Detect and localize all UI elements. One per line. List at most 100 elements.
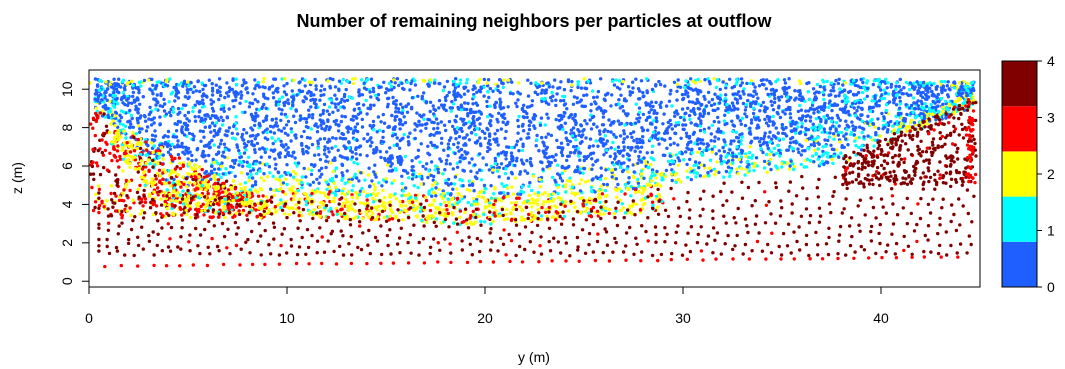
scatter-point bbox=[589, 185, 593, 190]
scatter-point bbox=[311, 180, 316, 184]
scatter-point bbox=[214, 83, 218, 87]
scatter-point bbox=[816, 157, 820, 161]
scatter-point bbox=[798, 103, 802, 108]
scatter-point bbox=[845, 127, 849, 132]
scatter-point bbox=[689, 148, 694, 152]
scatter-point bbox=[785, 91, 789, 95]
scatter-point bbox=[199, 139, 203, 143]
scatter-point bbox=[284, 148, 288, 152]
scatter-point bbox=[683, 123, 688, 127]
scatter-point bbox=[286, 133, 290, 137]
scatter-point bbox=[437, 187, 441, 192]
scatter-point bbox=[793, 89, 797, 93]
scatter-point bbox=[932, 81, 936, 86]
scatter-point bbox=[531, 174, 536, 178]
scatter-point bbox=[369, 136, 373, 140]
scatter-point bbox=[736, 115, 740, 119]
scatter-point bbox=[952, 80, 957, 84]
scatter-point bbox=[812, 160, 816, 164]
scatter-point bbox=[318, 175, 322, 179]
scatter-point bbox=[215, 90, 220, 95]
scatter-point bbox=[779, 95, 784, 99]
scatter-point bbox=[114, 173, 118, 177]
scatter-point bbox=[433, 168, 437, 172]
scatter-point bbox=[730, 101, 735, 105]
scatter-point bbox=[832, 82, 836, 87]
scatter-point bbox=[363, 178, 367, 182]
scatter-point bbox=[631, 80, 635, 84]
scatter-point bbox=[257, 108, 261, 112]
scatter-point bbox=[253, 150, 257, 155]
scatter-point bbox=[424, 100, 429, 104]
scatter-point bbox=[569, 88, 573, 93]
scatter-point bbox=[466, 114, 470, 118]
scatter-point bbox=[654, 100, 658, 105]
scatter-point bbox=[880, 96, 884, 101]
scatter-point bbox=[93, 200, 98, 204]
scatter-point bbox=[703, 78, 707, 82]
scatter-point bbox=[334, 122, 338, 126]
scatter-point bbox=[907, 124, 911, 129]
scatter-point bbox=[569, 128, 574, 132]
scatter-point bbox=[659, 105, 663, 110]
scatter-point bbox=[650, 87, 655, 92]
scatter-point bbox=[123, 102, 127, 107]
scatter-point bbox=[277, 102, 281, 107]
scatter-point bbox=[796, 109, 801, 114]
scatter-point bbox=[813, 137, 817, 141]
scatter-point bbox=[320, 84, 324, 88]
scatter-point bbox=[739, 142, 743, 146]
scatter-point bbox=[456, 145, 460, 149]
scatter-point bbox=[212, 134, 216, 138]
scatter-point bbox=[428, 109, 432, 114]
scatter-point bbox=[403, 121, 408, 125]
scatter-point bbox=[667, 99, 672, 104]
scatter-point bbox=[616, 145, 621, 149]
scatter-point bbox=[168, 147, 173, 151]
scatter-point bbox=[740, 151, 744, 155]
scatter-point bbox=[784, 126, 788, 130]
scatter-point bbox=[736, 172, 740, 176]
scatter-point bbox=[576, 85, 580, 90]
scatter-point bbox=[543, 190, 547, 195]
scatter-point bbox=[547, 162, 552, 167]
scatter-point bbox=[794, 141, 798, 145]
scatter-point bbox=[714, 169, 718, 174]
scatter-point bbox=[183, 95, 188, 99]
scatter-point bbox=[356, 162, 360, 166]
scatter-point bbox=[568, 150, 573, 155]
scatter-point bbox=[254, 111, 258, 115]
scatter-point bbox=[799, 153, 803, 157]
scatter-point bbox=[239, 171, 244, 175]
scatter-point bbox=[565, 138, 570, 143]
scatter-point bbox=[877, 126, 881, 131]
scatter-point bbox=[393, 192, 397, 196]
scatter-point bbox=[132, 135, 136, 140]
scatter-point bbox=[637, 110, 642, 115]
scatter-point bbox=[254, 84, 258, 88]
scatter-point bbox=[776, 137, 781, 141]
scatter-point bbox=[471, 87, 475, 92]
scatter-point bbox=[201, 149, 205, 154]
scatter-point bbox=[357, 94, 361, 98]
scatter-point bbox=[315, 130, 320, 134]
scatter-point bbox=[865, 120, 869, 124]
scatter-point bbox=[387, 81, 392, 86]
scatter-point bbox=[723, 113, 727, 118]
scatter-point bbox=[716, 107, 720, 111]
scatter-point bbox=[137, 124, 141, 128]
scatter-point bbox=[242, 81, 246, 85]
scatter-point bbox=[690, 151, 694, 155]
scatter-point bbox=[762, 134, 767, 138]
scatter-point bbox=[471, 110, 475, 114]
scatter-point bbox=[285, 115, 289, 119]
scatter-point bbox=[306, 151, 310, 155]
scatter-point bbox=[346, 190, 351, 194]
scatter-point bbox=[591, 177, 595, 181]
scatter-point bbox=[642, 156, 646, 160]
scatter-point bbox=[762, 159, 767, 164]
scatter-point bbox=[935, 95, 939, 100]
scatter-point bbox=[965, 94, 969, 98]
scatter-point bbox=[787, 77, 791, 81]
scatter-point bbox=[827, 93, 831, 97]
